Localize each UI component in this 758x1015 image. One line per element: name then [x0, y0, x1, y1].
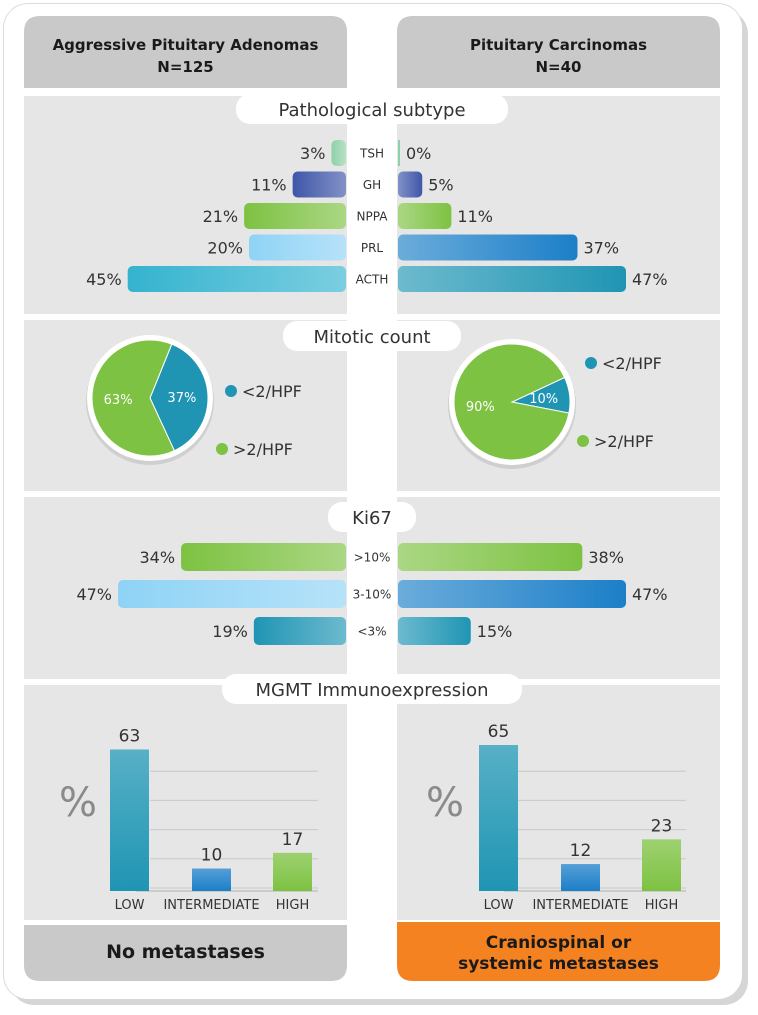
- right-column-INTERMEDIATE: [561, 864, 600, 891]
- right-percent-axis-label: %: [426, 780, 464, 826]
- right-value-NPPA: 11%: [457, 207, 493, 226]
- category-label->10%: >10%: [354, 551, 391, 565]
- right-footer-line2: systemic metastases: [458, 954, 659, 974]
- left-column-HIGH: [273, 852, 312, 891]
- left-slice-label-0: 37%: [167, 391, 196, 406]
- right-bar->10%: [398, 543, 583, 571]
- right-bar-3-10%: [398, 580, 626, 608]
- right-slice-1: [453, 343, 570, 461]
- right-column-label-LOW: LOW: [484, 898, 514, 913]
- left-bar-<3%: [253, 617, 346, 645]
- right-value-ACTH: 47%: [632, 270, 668, 289]
- right-header-box: [397, 16, 720, 88]
- right-column-value-HIGH: 23: [651, 816, 673, 836]
- category-label-ACTH: ACTH: [356, 273, 389, 287]
- left-percent-axis-label: %: [59, 780, 97, 826]
- right-value-3-10%: 47%: [632, 585, 668, 604]
- left-column-INTERMEDIATE: [192, 868, 231, 891]
- left-bar->10%: [181, 543, 346, 571]
- left-legend-gt2-dot: [216, 443, 228, 455]
- left-bar-ACTH: [127, 266, 347, 292]
- right-bar-NPPA: [398, 203, 452, 229]
- left-column-LOW: [110, 749, 149, 891]
- right-column-value-INTERMEDIATE: 12: [570, 841, 592, 861]
- right-column-LOW: [479, 745, 518, 891]
- left-column-label-INTERMEDIATE: INTERMEDIATE: [163, 898, 259, 913]
- right-header-subtitle: N=40: [536, 58, 582, 76]
- category-label-GH: GH: [363, 178, 381, 192]
- right-header-title: Pituitary Carcinomas: [470, 36, 647, 54]
- category-label-<3%: <3%: [357, 625, 386, 639]
- left-value-3-10%: 47%: [76, 585, 112, 604]
- category-label-TSH: TSH: [359, 147, 384, 161]
- left-slice-0: [149, 343, 209, 452]
- right-bar-TSH: [398, 140, 400, 166]
- left-column-value-LOW: 63: [119, 726, 141, 746]
- left-slice-label-1: 63%: [104, 393, 133, 408]
- right-legend-gt2: >2/HPF: [594, 432, 654, 451]
- left-bar-PRL: [248, 234, 346, 261]
- right-column-value-LOW: 65: [488, 722, 510, 742]
- section-title-ki67-pill: [328, 502, 416, 532]
- right-value-<3%: 15%: [477, 622, 513, 641]
- left-slice-1: [91, 339, 175, 457]
- left-column-label-HIGH: HIGH: [276, 898, 309, 913]
- left-value-PRL: 20%: [207, 239, 243, 258]
- right-column-label-INTERMEDIATE: INTERMEDIATE: [532, 898, 628, 913]
- left-header-box: [24, 16, 347, 88]
- left-legend-gt2: >2/HPF: [233, 440, 293, 459]
- right-column-HIGH: [642, 839, 681, 891]
- left-value-GH: 11%: [251, 176, 287, 195]
- right-value-TSH: 0%: [406, 144, 431, 163]
- left-footer-text: No metastases: [106, 941, 265, 963]
- right-legend-lt2: <2/HPF: [602, 354, 662, 373]
- category-label-PRL: PRL: [361, 241, 384, 255]
- left-legend-lt2: <2/HPF: [242, 382, 302, 401]
- right-footer-line1: Craniospinal or: [486, 933, 632, 953]
- right-bar-ACTH: [398, 266, 626, 292]
- left-column-value-INTERMEDIATE: 10: [201, 846, 223, 866]
- right-footer-box: [397, 922, 720, 981]
- right-legend-gt2-dot: [577, 435, 589, 447]
- section-title-mgmt: MGMT Immunoexpression: [255, 680, 488, 701]
- left-value->10%: 34%: [140, 548, 176, 567]
- left-value-TSH: 3%: [300, 144, 325, 163]
- section-title-mitotic-count: Mitotic count: [313, 327, 430, 348]
- section-title-pathological-subtype: Pathological subtype: [278, 100, 465, 121]
- section-title-mitotic-count-pill: [283, 321, 461, 351]
- left-value-<3%: 19%: [212, 622, 248, 641]
- left-footer-box: [24, 925, 347, 981]
- left-legend-lt2-dot: [225, 385, 237, 397]
- left-bar-NPPA: [244, 203, 346, 229]
- left-bar-3-10%: [118, 580, 346, 608]
- right-value-GH: 5%: [428, 176, 453, 195]
- left-column-label-LOW: LOW: [115, 898, 145, 913]
- left-column-value-HIGH: 17: [282, 830, 304, 850]
- right-bar-GH: [398, 171, 423, 198]
- right-slice-label-1: 90%: [466, 400, 495, 415]
- right-value-PRL: 37%: [583, 239, 619, 258]
- left-header-subtitle: N=125: [157, 58, 213, 76]
- left-bar-TSH: [331, 140, 346, 166]
- left-bar-GH: [292, 171, 346, 198]
- right-legend-lt2-dot: [585, 357, 597, 369]
- left-header-title: Aggressive Pituitary Adenomas: [53, 36, 319, 54]
- section-title-ki67: Ki67: [352, 508, 392, 529]
- right-bar-<3%: [398, 617, 471, 645]
- right-value->10%: 38%: [588, 548, 624, 567]
- section-title-mgmt-pill: [222, 674, 522, 704]
- category-label-3-10%: 3-10%: [353, 588, 392, 602]
- right-slice-label-0: 10%: [529, 392, 558, 407]
- right-bar-PRL: [398, 234, 578, 261]
- category-label-NPPA: NPPA: [357, 210, 389, 224]
- right-column-label-HIGH: HIGH: [645, 898, 678, 913]
- left-value-NPPA: 21%: [203, 207, 239, 226]
- left-value-ACTH: 45%: [86, 270, 122, 289]
- section-title-pathological-subtype-pill: [236, 94, 508, 124]
